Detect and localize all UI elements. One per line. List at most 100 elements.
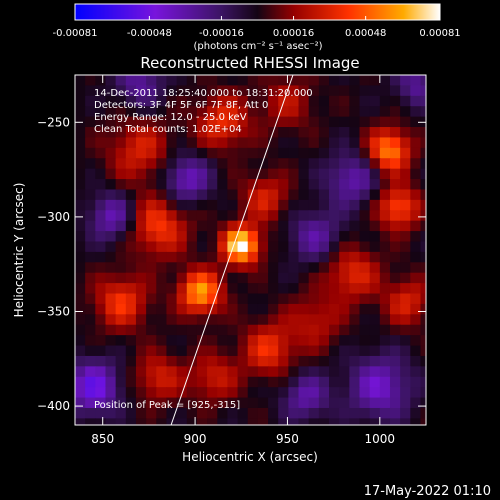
heatmap-pixel [400, 397, 411, 409]
heatmap-pixel [389, 210, 401, 222]
heatmap-pixel [349, 345, 361, 357]
heatmap-pixel [420, 418, 426, 425]
heatmap-pixel [237, 168, 249, 180]
heatmap-pixel [268, 189, 279, 201]
heatmap-pixel [115, 366, 127, 378]
heatmap-pixel [278, 272, 289, 284]
heatmap-pixel [329, 179, 340, 191]
heatmap-pixel [247, 199, 259, 211]
heatmap-pixel [207, 376, 218, 388]
heatmap-pixel [156, 366, 168, 378]
heatmap-pixel [217, 407, 229, 419]
heatmap-pixel [248, 429, 259, 440]
heatmap-pixel [359, 407, 371, 419]
heatmap-pixel [75, 293, 86, 305]
heatmap-pixel [237, 220, 249, 232]
heatmap-pixel [329, 220, 340, 232]
heatmap-pixel [105, 303, 117, 315]
heatmap-pixel [176, 303, 188, 315]
heatmap-pixel [349, 376, 361, 388]
heatmap-pixel [156, 303, 168, 315]
heatmap-pixel [298, 210, 310, 222]
heatmap-pixel [115, 397, 127, 409]
heatmap-pixel [135, 262, 147, 274]
heatmap-pixel [105, 168, 117, 180]
heatmap-pixel [186, 210, 198, 222]
heatmap-pixel [196, 355, 208, 367]
heatmap-pixel [146, 397, 157, 409]
heatmap-pixel [115, 376, 127, 388]
heatmap-pixel [369, 407, 381, 419]
heatmap-pixel [369, 199, 381, 211]
heatmap-pixel [369, 127, 381, 139]
heatmap-pixel [379, 231, 391, 243]
heatmap-pixel [257, 387, 269, 399]
heatmap-pixel [359, 283, 371, 295]
heatmap-pixel [389, 376, 401, 388]
heatmap-pixel [247, 407, 259, 419]
heatmap-pixel [125, 376, 137, 388]
heatmap-pixel [268, 283, 279, 295]
heatmap-pixel [95, 303, 107, 315]
heatmap-pixel [410, 335, 422, 347]
heatmap-pixel [95, 210, 107, 222]
heatmap-pixel [156, 314, 168, 326]
heatmap-pixel [268, 324, 279, 336]
heatmap-pixel [369, 210, 381, 222]
heatmap-pixel [227, 189, 239, 201]
heatmap-pixel [125, 116, 137, 128]
heatmap-pixel [298, 95, 310, 107]
heatmap-pixel [166, 335, 178, 347]
heatmap-pixel [105, 387, 117, 399]
heatmap-pixel [349, 106, 361, 118]
heatmap-pixel [75, 355, 86, 367]
heatmap-pixel [389, 407, 401, 419]
heatmap-pixel [116, 429, 127, 440]
heatmap-pixel [329, 231, 340, 243]
heatmap-pixel [278, 397, 289, 409]
heatmap-pixel [95, 75, 107, 87]
heatmap-pixel [237, 251, 249, 263]
heatmap-pixel [125, 158, 137, 170]
heatmap-pixel [105, 85, 117, 97]
heatmap-pixel [288, 303, 300, 315]
heatmap-pixel [115, 418, 127, 425]
heatmap-pixel [146, 75, 157, 87]
heatmap-pixel [186, 168, 198, 180]
heatmap-pixel [186, 251, 198, 263]
heatmap-pixel [410, 355, 422, 367]
heatmap-pixel [115, 85, 127, 97]
heatmap-pixel [207, 355, 218, 367]
heatmap-pixel [95, 85, 107, 97]
heatmap-pixel [135, 75, 147, 87]
heatmap-pixel [359, 127, 371, 139]
heatmap-pixel [288, 210, 300, 222]
heatmap-pixel [268, 158, 279, 170]
heatmap-pixel [176, 293, 188, 305]
heatmap-pixel [339, 137, 350, 149]
heatmap-pixel [156, 272, 168, 284]
heatmap-pixel [308, 355, 320, 367]
heatmap-pixel [75, 303, 86, 315]
heatmap-pixel [420, 95, 426, 107]
heatmap-pixel [318, 303, 330, 315]
heatmap-pixel [217, 231, 229, 243]
heatmap-pixel [166, 283, 178, 295]
heatmap-pixel [166, 429, 177, 440]
heatmap-pixel [339, 283, 350, 295]
heatmap-pixel [196, 168, 208, 180]
heatmap-pixel [369, 283, 381, 295]
heatmap-pixel [186, 147, 198, 159]
heatmap-pixel [238, 429, 249, 440]
heatmap-pixel [329, 293, 340, 305]
heatmap-pixel [318, 335, 330, 347]
heatmap-pixel [105, 376, 117, 388]
heatmap-pixel [298, 293, 310, 305]
heatmap-pixel [237, 387, 249, 399]
heatmap-pixel [339, 220, 350, 232]
heatmap-pixel [227, 158, 239, 170]
heatmap-pixel [95, 324, 107, 336]
heatmap-pixel [431, 179, 442, 190]
heatmap-pixel [257, 95, 269, 107]
heatmap-pixel [156, 95, 168, 107]
